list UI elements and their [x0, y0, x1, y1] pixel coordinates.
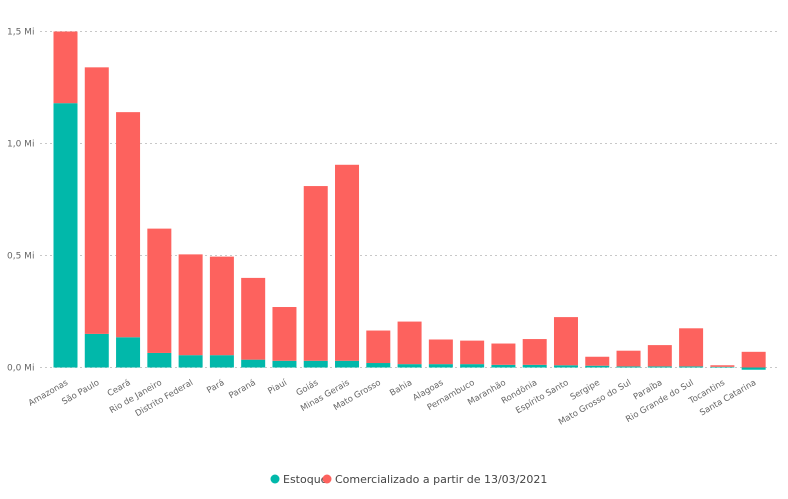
bar-estoque[interactable]	[460, 364, 485, 368]
bar-comercializado[interactable]	[491, 343, 516, 365]
bar-estoque[interactable]	[178, 355, 203, 368]
x-tick-label: Pará	[205, 378, 226, 396]
bar-estoque[interactable]	[241, 359, 266, 368]
bar-comercializado[interactable]	[147, 228, 172, 353]
bar-estoque[interactable]	[553, 365, 578, 368]
bar-comercializado[interactable]	[616, 350, 641, 367]
bar-comercializado[interactable]	[585, 356, 610, 366]
bar-estoque[interactable]	[303, 360, 328, 368]
bar-estoque[interactable]	[147, 352, 172, 368]
y-axis: 0,0 Mi 0,5 Mi 1,0 Mi 1,5 Mi	[7, 28, 34, 374]
bar-comercializado[interactable]	[303, 186, 328, 361]
bar-estoque[interactable]	[209, 355, 234, 368]
bar-comercializado[interactable]	[241, 277, 266, 360]
bar-comercializado[interactable]	[679, 328, 704, 367]
bar-estoque[interactable]	[272, 360, 297, 368]
bar-comercializado[interactable]	[209, 256, 234, 356]
bar-estoque[interactable]	[84, 333, 109, 368]
y-tick-label: 1,0 Mi	[7, 140, 34, 150]
legend-label-comercializado: Comercializado a partir de 13/03/2021	[335, 473, 547, 486]
bar-estoque[interactable]	[679, 366, 704, 368]
bar-comercializado[interactable]	[397, 321, 422, 365]
bar-estoque[interactable]	[616, 366, 641, 368]
y-tick-label: 0,0 Mi	[7, 364, 34, 374]
legend-label-estoque: Estoque	[283, 473, 328, 486]
legend: Estoque Comercializado a partir de 13/03/…	[270, 473, 547, 486]
bar-comercializado[interactable]	[335, 164, 360, 361]
x-tick-label: Bahia	[388, 378, 414, 399]
bar-estoque[interactable]	[428, 364, 453, 368]
bar-comercializado[interactable]	[553, 317, 578, 366]
bar-estoque[interactable]	[366, 363, 391, 368]
bar-comercializado[interactable]	[272, 307, 297, 361]
bar-comercializado[interactable]	[647, 345, 672, 367]
bar-comercializado[interactable]	[366, 330, 391, 364]
y-tick-label: 1,5 Mi	[7, 28, 34, 38]
bar-comercializado[interactable]	[84, 67, 109, 334]
y-tick-label: 0,5 Mi	[7, 252, 34, 262]
legend-marker-comercializado	[322, 474, 332, 484]
bar-comercializado[interactable]	[710, 365, 735, 367]
bar-comercializado[interactable]	[522, 339, 547, 365]
bar-estoque[interactable]	[397, 364, 422, 368]
bar-estoque[interactable]	[116, 337, 141, 368]
bar-comercializado[interactable]	[116, 112, 141, 338]
bar-estoque[interactable]	[647, 366, 672, 368]
bar-comercializado[interactable]	[428, 339, 453, 365]
bar-comercializado[interactable]	[741, 351, 766, 368]
bar-comercializado[interactable]	[53, 31, 78, 104]
bar-estoque[interactable]	[53, 103, 78, 368]
bar-estoque[interactable]	[585, 365, 610, 368]
bar-estoque[interactable]	[522, 364, 547, 368]
bar-estoque[interactable]	[491, 364, 516, 368]
bar-comercializado[interactable]	[178, 254, 203, 356]
x-tick-label: Paraná	[227, 378, 257, 401]
legend-marker-estoque	[270, 474, 280, 484]
bars	[53, 31, 766, 370]
x-tick-label: Santa Catarina	[698, 378, 758, 418]
x-tick-label: Piauí	[266, 378, 289, 397]
bar-estoque[interactable]	[741, 367, 766, 370]
bar-estoque[interactable]	[710, 366, 735, 368]
bar-estoque[interactable]	[335, 360, 360, 368]
bar-comercializado[interactable]	[460, 340, 485, 365]
